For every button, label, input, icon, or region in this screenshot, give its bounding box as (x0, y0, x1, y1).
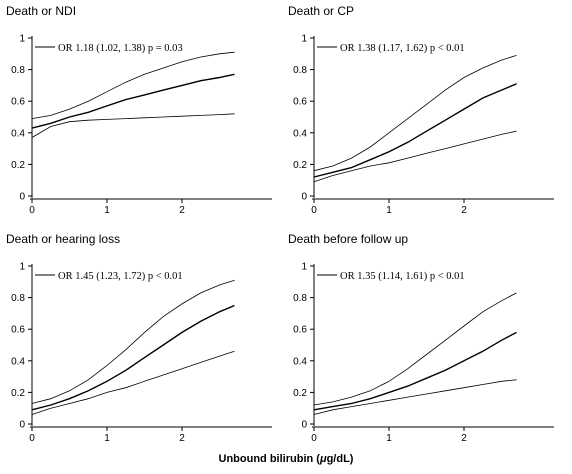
y-tick-label: 0 (19, 420, 25, 431)
chart-svg: 0 0.2 0.4 0.6 0.8 1 0 1 2 OR 1.45 (1.23, 1.72) p … (11, 262, 272, 444)
legend-label: OR 1.35 (1.14, 1.61) p < 0.01 (340, 271, 465, 282)
lower-ci-line (313, 379, 517, 415)
lower-ci-line (31, 113, 235, 138)
lower-ci-line (313, 130, 517, 183)
chart-svg: 0 0.2 0.4 0.6 0.8 1 0 1 2 OR 1.35 (1.14, 1.61) p … (293, 262, 554, 444)
x-tick-label: 2 (179, 433, 185, 444)
y-tick-label: 0.8 (11, 293, 25, 304)
panel-title: Death before follow up (288, 232, 409, 246)
panel-title: Death or hearing loss (6, 232, 121, 246)
y-tick-label: 0.8 (293, 65, 307, 76)
panel-death-or-hearing-loss: Death or hearing loss 0 0.2 0.4 0.6 0.8 1 0 1 2 O… (0, 228, 280, 448)
legend-label: OR 1.18 (1.02, 1.38) p = 0.03 (58, 43, 183, 54)
upper-ci-line (313, 55, 517, 172)
panel-death-or-ndi: Death or NDI 0 0.2 0.4 0.6 0.8 1 0 1 2 OR 1.18 (1… (0, 0, 280, 220)
x-tick-label: 2 (461, 433, 467, 444)
x-axis-label-mu: μ (319, 453, 327, 465)
x-tick-label: 0 (311, 433, 317, 444)
upper-ci-line (31, 279, 235, 404)
y-tick-label: 0.2 (11, 160, 25, 171)
y-tick-label: 0 (19, 192, 25, 203)
x-tick-label: 1 (104, 433, 110, 444)
y-tick-label: 0 (301, 192, 307, 203)
x-axis-label: Unbound bilirubin (μg/dL) (0, 453, 572, 465)
chart-svg: 0 0.2 0.4 0.6 0.8 1 0 1 2 OR 1.18 (1.02, 1.38) p … (11, 34, 272, 216)
estimate-line (31, 73, 235, 129)
x-tick-label: 1 (386, 205, 392, 216)
y-tick-label: 0.6 (11, 97, 25, 108)
y-tick-label: 0.2 (293, 160, 307, 171)
y-tick-label: 1 (19, 34, 25, 45)
y-tick-label: 1 (19, 262, 25, 273)
y-tick-label: 0.4 (293, 356, 307, 367)
estimate-line (31, 304, 235, 411)
x-tick-label: 1 (386, 433, 392, 444)
y-tick-label: 0.6 (293, 325, 307, 336)
upper-ci-line (313, 292, 517, 406)
panel-death-or-cp: Death or CP 0 0.2 0.4 0.6 0.8 1 0 1 2 OR 1.38 (1.… (282, 0, 562, 220)
y-tick-label: 1 (301, 262, 307, 273)
y-tick-label: 0.6 (293, 97, 307, 108)
legend-label: OR 1.45 (1.23, 1.72) p < 0.01 (58, 271, 183, 282)
y-tick-label: 0.2 (11, 388, 25, 399)
y-tick-label: 0.4 (11, 128, 25, 139)
x-tick-label: 2 (179, 205, 185, 216)
y-tick-label: 0.8 (11, 65, 25, 76)
legend-label: OR 1.38 (1.17, 1.62) p < 0.01 (340, 43, 465, 54)
x-axis-label-prefix: Unbound bilirubin ( (218, 453, 320, 465)
upper-ci-line (31, 51, 235, 119)
estimate-line (313, 83, 517, 178)
y-tick-label: 0.6 (11, 325, 25, 336)
y-tick-label: 1 (301, 34, 307, 45)
x-tick-label: 0 (29, 433, 35, 444)
panel-title: Death or CP (288, 4, 355, 18)
x-tick-label: 0 (311, 205, 317, 216)
x-tick-label: 0 (29, 205, 35, 216)
x-tick-label: 2 (461, 205, 467, 216)
x-tick-label: 1 (104, 205, 110, 216)
y-tick-label: 0.8 (293, 293, 307, 304)
y-tick-label: 0 (301, 420, 307, 431)
panel-title: Death or NDI (6, 4, 77, 18)
y-tick-label: 0.4 (11, 356, 25, 367)
lower-ci-line (31, 350, 235, 415)
estimate-line (313, 331, 517, 411)
chart-svg: 0 0.2 0.4 0.6 0.8 1 0 1 2 OR 1.38 (1.17, 1.62) p … (293, 34, 554, 216)
x-axis-label-suffix: g/dL) (326, 453, 354, 465)
y-tick-label: 0.2 (293, 388, 307, 399)
panel-death-before-follow-up: Death before follow up 0 0.2 0.4 0.6 0.8 1 0 1 2… (282, 228, 562, 448)
y-tick-label: 0.4 (293, 128, 307, 139)
